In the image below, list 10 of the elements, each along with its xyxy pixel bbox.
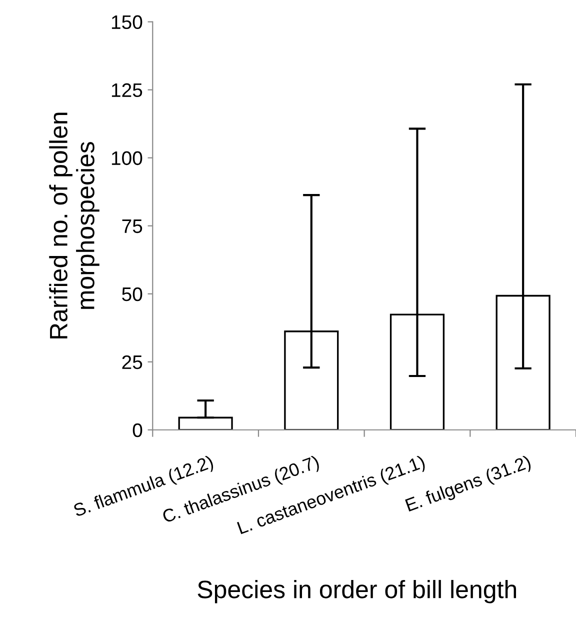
y-axis-title: Rarified no. of pollen morphospecies [49, 112, 100, 338]
y-tick-label: 75 [122, 220, 142, 234]
y-tick-label: 0 [132, 423, 142, 438]
y-tick-label: 25 [122, 355, 142, 370]
y-tick-label: 125 [112, 83, 142, 98]
x-axis-title: Species in order of bill length [198, 580, 516, 604]
y-tick-label: 150 [112, 15, 142, 30]
y-tick-label: 50 [122, 287, 142, 302]
bar [178, 416, 233, 430]
y-tick-label: 100 [112, 151, 142, 166]
